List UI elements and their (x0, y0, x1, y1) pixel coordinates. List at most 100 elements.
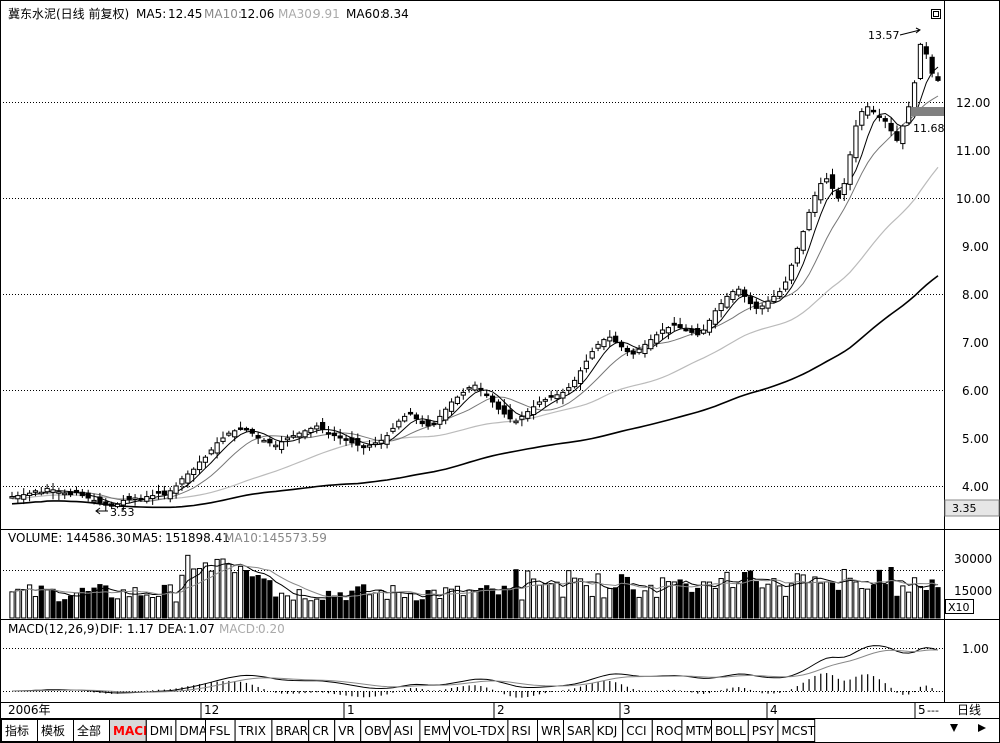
tab-label[interactable]: 模板 (41, 724, 65, 738)
candle-up (601, 339, 607, 348)
tab-label[interactable]: DMA (179, 724, 208, 738)
candle-up (560, 391, 566, 399)
candle-up (724, 295, 730, 308)
candle-down (929, 56, 935, 74)
volume-bar (607, 587, 613, 619)
ma10-value: 12.06 (240, 7, 274, 21)
volume-bar (783, 595, 789, 619)
tab-label[interactable]: CCI (626, 724, 646, 738)
volume-bar (407, 592, 414, 619)
ma5-line (11, 66, 939, 505)
candle-down (349, 437, 355, 444)
volume-bar (273, 596, 279, 619)
volume-bar (759, 587, 765, 619)
volume-bar (150, 597, 156, 619)
volume-bar (472, 591, 478, 619)
volume-bar (302, 598, 308, 619)
price-grid (0, 102, 944, 692)
tab-label[interactable]: KDJ (597, 724, 618, 738)
tab-label[interactable]: SAR (567, 724, 591, 738)
candle-up (906, 106, 912, 124)
volume-bar (443, 587, 449, 619)
scroll-down-icon[interactable] (950, 724, 958, 732)
price-axis: 12.00 11.00 10.00 9.00 8.00 7.00 6.00 5.… (956, 96, 990, 494)
ma60-value: 8.34 (382, 7, 409, 21)
volume-bar (876, 569, 883, 619)
period-box[interactable] (945, 703, 999, 718)
tab-label[interactable]: MCST (781, 724, 815, 738)
tab-label[interactable]: BRAR (275, 724, 308, 738)
candle-down (495, 401, 502, 410)
volume-bar (794, 573, 800, 619)
candle-down (97, 496, 103, 504)
tab-label[interactable]: 指标 (5, 723, 29, 738)
candle-up (607, 336, 613, 342)
candle-up (314, 425, 320, 430)
candle-up (472, 384, 478, 391)
volume-bar (882, 584, 888, 619)
volume-bar (132, 587, 138, 619)
candle-down (79, 491, 85, 497)
volume-bar (777, 585, 783, 619)
period-label[interactable]: 日线 (957, 703, 981, 717)
tab-label[interactable]: CR (312, 724, 329, 738)
candle-up (847, 154, 853, 185)
high-price-label: 13.57 (868, 29, 900, 42)
tab-label[interactable]: MTM (685, 724, 713, 738)
candle-down (484, 393, 490, 397)
volume-bar (507, 588, 513, 619)
candle-up (366, 444, 373, 448)
dif-line (11, 645, 939, 694)
tab-label[interactable]: TRIX (238, 724, 266, 738)
candle-down (103, 501, 109, 506)
tab-label[interactable]: DMI (150, 724, 173, 738)
dea-value: 1.07 (188, 622, 215, 636)
tab-label[interactable]: VR (338, 724, 355, 738)
scroll-right-icon[interactable] (978, 724, 986, 732)
tab-label[interactable]: BOLL (715, 724, 746, 738)
candle-up (642, 343, 648, 355)
candle-down (876, 115, 883, 118)
candle-up (736, 288, 742, 296)
tab-label[interactable]: VOL-TDX (453, 724, 505, 738)
candle-down (249, 428, 255, 434)
dif-label: DIF: (100, 622, 123, 636)
volume-bar (595, 573, 601, 619)
price-tick: 4.00 (962, 480, 989, 494)
volume-bar (583, 585, 589, 619)
tab-label[interactable]: FSL (209, 724, 230, 738)
month-tick: 4 (770, 703, 778, 717)
volume-bar (478, 587, 484, 619)
candle-down (126, 495, 132, 500)
tab-label[interactable]: PSY (752, 724, 775, 738)
candle-down (67, 491, 74, 496)
volume-bar (173, 601, 179, 619)
moving-averages (11, 66, 939, 509)
candle-down (155, 491, 162, 494)
tab-label[interactable]: 全部 (77, 723, 101, 738)
tab-label[interactable]: WR (541, 724, 561, 738)
ma30-value: 9.91 (313, 7, 340, 21)
tab-label[interactable]: ROC (656, 724, 682, 738)
volume-bar (431, 589, 437, 619)
candle-up (777, 291, 783, 297)
volume-unit: X10 (948, 601, 970, 614)
tab-label[interactable]: OBV (364, 724, 390, 738)
tab-label[interactable]: MACD (113, 724, 153, 738)
month-tick: 12 (204, 703, 219, 717)
tab-mcst[interactable] (777, 719, 816, 742)
volume-bar (560, 596, 566, 619)
tab-label[interactable]: EMV (423, 724, 450, 738)
ma60-label: MA60: (346, 7, 384, 21)
candle-down (671, 322, 677, 326)
candle-up (50, 489, 56, 493)
tab-label[interactable]: RSI (511, 724, 531, 738)
volume-bar (448, 588, 455, 619)
maximize-icon[interactable] (931, 9, 941, 19)
candle-down (138, 497, 144, 501)
volume-bar (15, 588, 21, 619)
volume-bar (613, 587, 619, 619)
volume-bar (361, 584, 367, 619)
tab-label[interactable]: ASI (394, 724, 413, 738)
